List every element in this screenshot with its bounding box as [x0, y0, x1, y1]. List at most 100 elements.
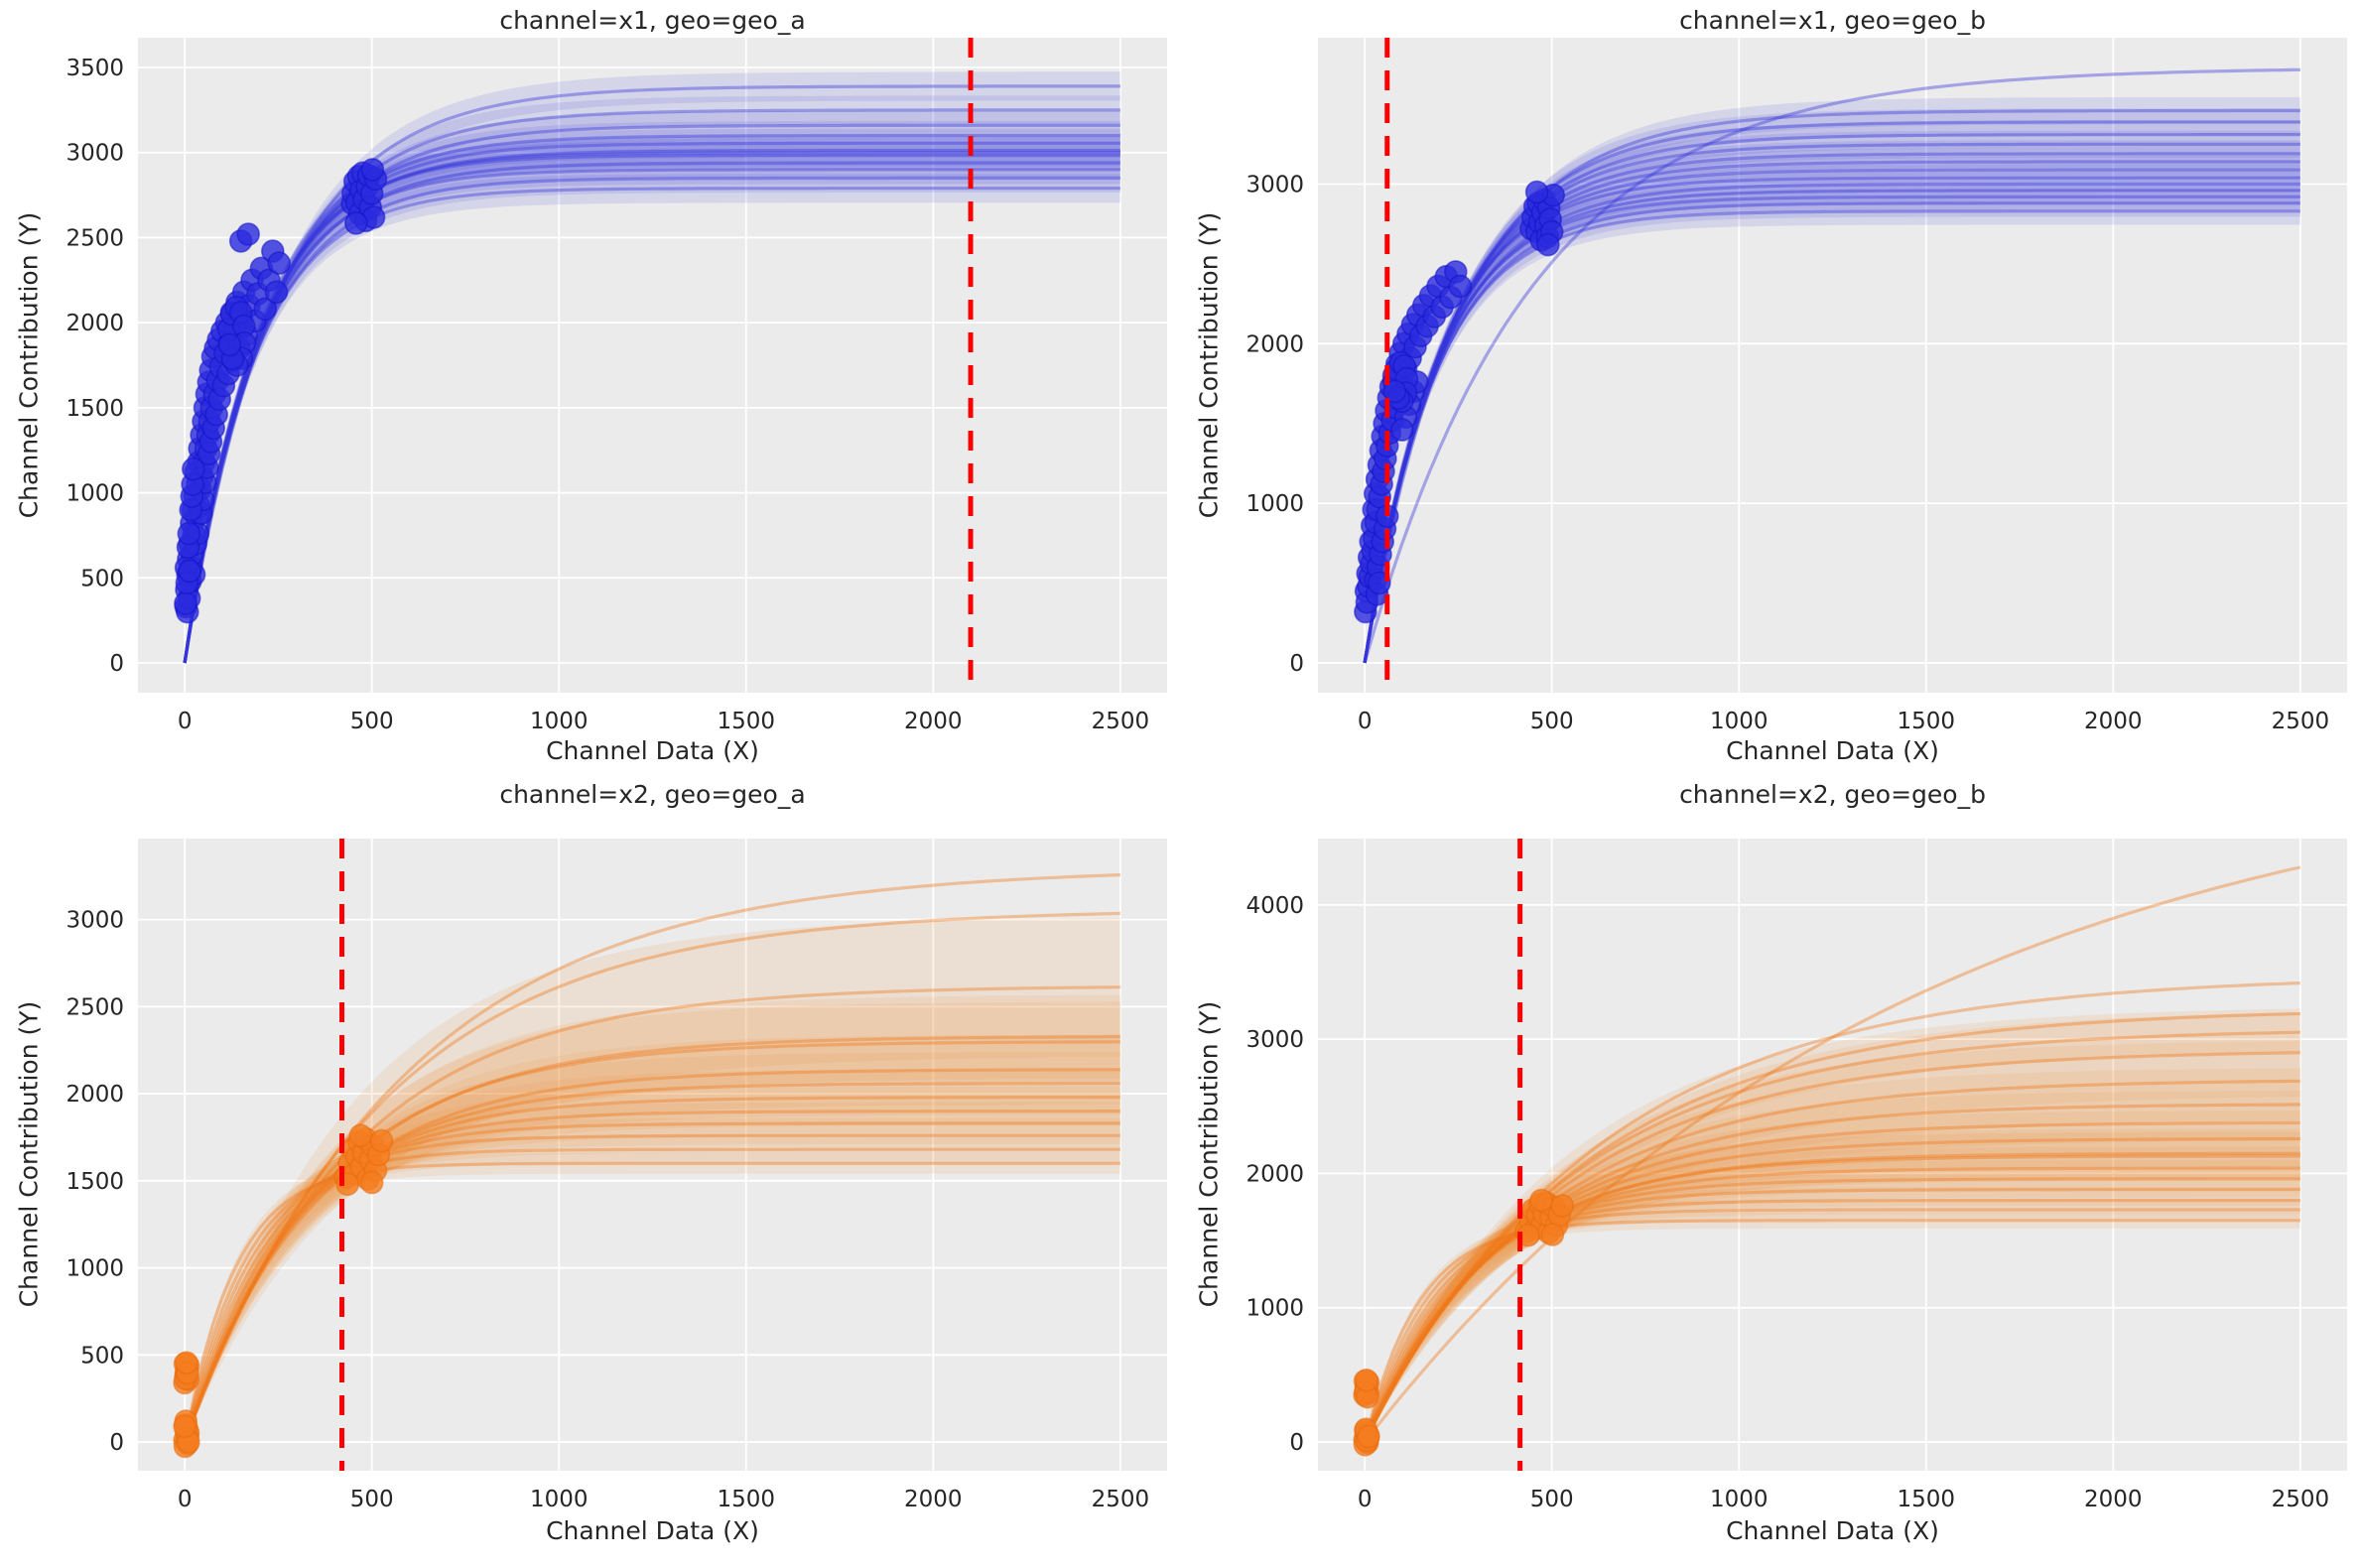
curve — [1363, 195, 2300, 664]
y-tick-label: 3000 — [1246, 1027, 1304, 1053]
gridlines — [138, 839, 1167, 1471]
y-tick-label: 3000 — [66, 141, 124, 167]
curve — [183, 123, 1120, 664]
subplot-1: 0 500 1000 1500 2000 2500 0 1000 2000 3000 — [1246, 38, 2347, 734]
x-tick-label: 1500 — [1897, 1487, 1955, 1512]
band — [185, 1102, 1120, 1442]
y-axis-label-bottom-left: Channel Contribution (Y) — [14, 1000, 44, 1308]
x-tick-label: 2000 — [2084, 709, 2143, 734]
subplot-2: 0 500 1000 1500 2000 2500 0 500 1000 1500 2000 2500… — [66, 839, 1167, 1512]
x-axis-label-bottom-right: Channel Data (X) — [1726, 1516, 1939, 1545]
y-tick-label: 2000 — [66, 311, 124, 336]
y-axis-label-top-right: Channel Contribution (Y) — [1194, 211, 1224, 519]
x-tick-label: 0 — [1358, 709, 1373, 734]
band — [1365, 1159, 2300, 1442]
y-tick-label: 3000 — [1246, 172, 1304, 197]
x-tick-label: 1000 — [530, 709, 589, 734]
y-tick-label: 1000 — [66, 481, 124, 507]
curve — [1363, 67, 2300, 664]
scatter-point — [236, 222, 260, 246]
scatter-point — [369, 1128, 394, 1153]
band — [185, 1001, 1120, 1442]
y-tick-label: 2500 — [66, 994, 124, 1020]
scatter-point — [1540, 1223, 1565, 1246]
x-tick-label: 500 — [1530, 1487, 1574, 1512]
band — [1365, 1173, 2300, 1442]
scatter-point — [343, 211, 368, 235]
subplot-3: 0 500 1000 1500 2000 2500 0 1000 2000 3000 4000 — [1246, 839, 2347, 1512]
x-tick-label: 0 — [178, 1487, 193, 1512]
y-tick-label: 2000 — [1246, 1161, 1304, 1187]
gridlines — [1318, 839, 2347, 1471]
band — [1365, 1131, 2300, 1442]
subplot-title-x2-geo-a: channel=x2, geo=geo_a — [499, 780, 806, 809]
y-tick-label: 3500 — [66, 56, 124, 81]
y-tick-label: 1000 — [66, 1256, 124, 1282]
scatter-point — [175, 1351, 198, 1374]
y-tick-label: 2000 — [66, 1082, 124, 1108]
x-tick-label: 2500 — [2272, 1487, 2330, 1512]
scatter-point — [217, 332, 242, 357]
axes-background — [138, 839, 1167, 1471]
scatter-point — [1550, 1194, 1574, 1218]
band — [1365, 1128, 2300, 1442]
curve — [183, 151, 1120, 664]
curve — [1363, 120, 2300, 664]
scatter-point — [1382, 379, 1407, 404]
x-tick-label: 1500 — [717, 1487, 775, 1512]
y-tick-label: 0 — [1289, 651, 1304, 677]
x-tick-label: 0 — [1358, 1487, 1373, 1512]
posterior-curves — [183, 84, 1120, 664]
scatter-points — [1354, 180, 1565, 624]
x-tick-label: 500 — [1530, 709, 1574, 734]
scatter-point — [173, 1414, 197, 1439]
scatter-points — [174, 158, 388, 624]
curve — [183, 161, 1120, 664]
scatter-point — [1390, 418, 1414, 442]
gridlines — [138, 38, 1167, 693]
y-tick-label: 2500 — [66, 225, 124, 251]
x-axis-label-top-left: Channel Data (X) — [546, 736, 759, 765]
scatter-point — [264, 280, 289, 305]
curve — [183, 134, 1120, 664]
subplot-title-x1-geo-a: channel=x1, geo=geo_a — [499, 6, 806, 35]
uncertainty-bands — [185, 917, 1120, 1442]
x-tick-label: 500 — [350, 709, 394, 734]
scatter-point — [1448, 274, 1473, 299]
curve — [1363, 142, 2300, 664]
curve — [1363, 182, 2300, 664]
curve — [1363, 209, 2300, 664]
y-tick-label: 0 — [109, 651, 124, 677]
band — [185, 1087, 1120, 1442]
tick-labels: 0 500 1000 1500 2000 2500 0 500 1000 1500 2000 2500… — [66, 56, 1149, 734]
scatter-point — [1529, 1188, 1553, 1213]
curve — [183, 84, 1120, 664]
y-tick-label: 0 — [1289, 1430, 1304, 1456]
y-tick-label: 500 — [80, 566, 124, 591]
y-tick-label: 3000 — [66, 908, 124, 934]
x-tick-label: 500 — [350, 1487, 394, 1512]
x-tick-label: 1000 — [1710, 1487, 1769, 1512]
x-tick-label: 2500 — [1092, 1487, 1150, 1512]
x-tick-label: 1500 — [1897, 709, 1955, 734]
scatter-point — [1524, 180, 1549, 204]
y-axis-label-bottom-right: Channel Contribution (Y) — [1194, 1000, 1224, 1308]
curve — [183, 108, 1120, 664]
y-axis-label-top-left: Channel Contribution (Y) — [14, 211, 44, 519]
band — [1365, 1146, 2300, 1442]
band — [1365, 1111, 2300, 1442]
band — [185, 1117, 1120, 1442]
axes-background — [1318, 839, 2347, 1471]
scatter-point — [360, 158, 385, 182]
axes-background — [138, 38, 1167, 693]
band — [1365, 1008, 2300, 1442]
subplot-title-x1-geo-b: channel=x1, geo=geo_b — [1679, 6, 1986, 35]
x-axis-label-top-right: Channel Data (X) — [1726, 736, 1939, 765]
subplot-0: 0 500 1000 1500 2000 2500 0 500 1000 1500 2000 2500… — [66, 38, 1167, 734]
x-tick-label: 2500 — [1092, 709, 1150, 734]
curve — [1363, 201, 2300, 664]
band — [1365, 1091, 2300, 1442]
x-tick-label: 1500 — [717, 709, 775, 734]
scatter-point — [253, 297, 278, 322]
